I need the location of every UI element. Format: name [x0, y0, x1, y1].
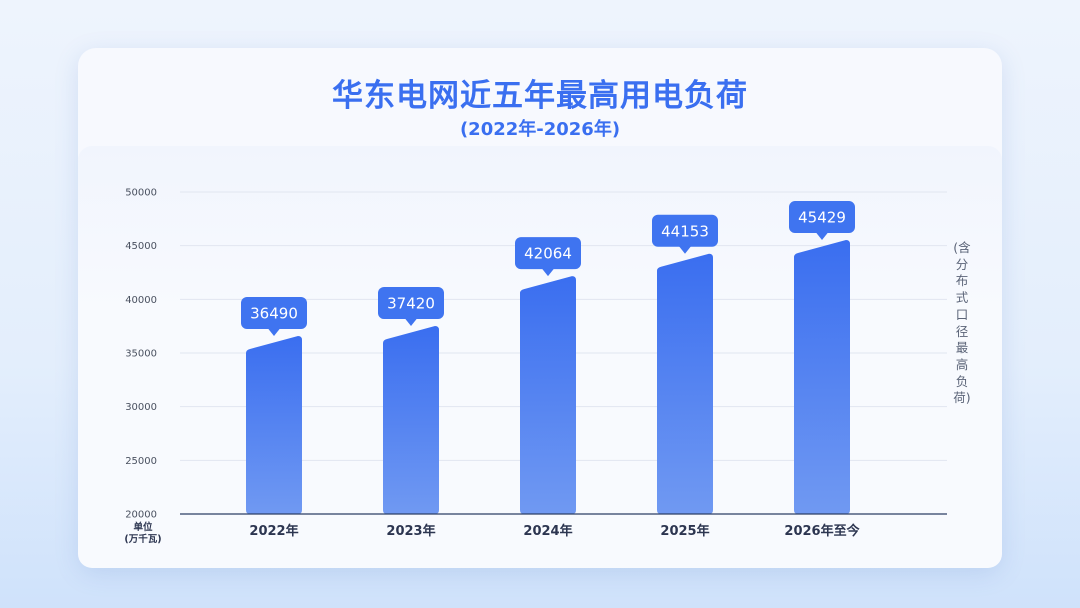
data-label: 36490 [250, 305, 298, 323]
bar [657, 253, 713, 514]
chart-title: 华东电网近五年最高用电负荷 [332, 78, 748, 114]
y-unit-label: (万千瓦) [124, 533, 161, 545]
x-tick-label: 2023年 [386, 523, 435, 539]
value-label-bubble [789, 201, 855, 234]
x-tick-label: 2026年至今 [784, 523, 860, 539]
value-label-bubble [515, 237, 581, 270]
bar [383, 326, 439, 514]
y-tick-label: 50000 [125, 188, 157, 199]
value-label-bubble [241, 297, 307, 330]
bar [794, 240, 850, 514]
value-label-pointer [679, 246, 691, 254]
x-tick-label: 2025年 [660, 523, 709, 539]
y-tick-label: 45000 [125, 241, 157, 252]
y-tick-label: 35000 [125, 349, 157, 360]
chart-subtitle: (2022年-2026年) [459, 119, 621, 140]
bar [520, 276, 576, 514]
data-label: 37420 [387, 295, 435, 313]
value-label-pointer [268, 328, 280, 337]
data-label: 44153 [661, 222, 709, 240]
value-label-pointer [405, 318, 417, 327]
value-label-pointer [816, 232, 828, 241]
y-tick-label: 20000 [125, 510, 157, 521]
value-label-bubble [652, 214, 718, 247]
y-unit-label: 单位 [133, 521, 153, 533]
x-tick-label: 2024年 [523, 523, 572, 539]
y-tick-label: 30000 [125, 402, 157, 413]
value-label-bubble [378, 287, 444, 320]
x-tick-label: 2022年 [249, 523, 298, 539]
side-axis-note: (含分布式口径最高负荷) [953, 240, 971, 406]
y-tick-label: 25000 [125, 456, 157, 467]
y-tick-label: 40000 [125, 295, 157, 306]
value-label-pointer [542, 268, 554, 277]
data-label: 42064 [524, 245, 572, 263]
data-label: 45429 [798, 209, 846, 227]
bar [246, 336, 302, 514]
